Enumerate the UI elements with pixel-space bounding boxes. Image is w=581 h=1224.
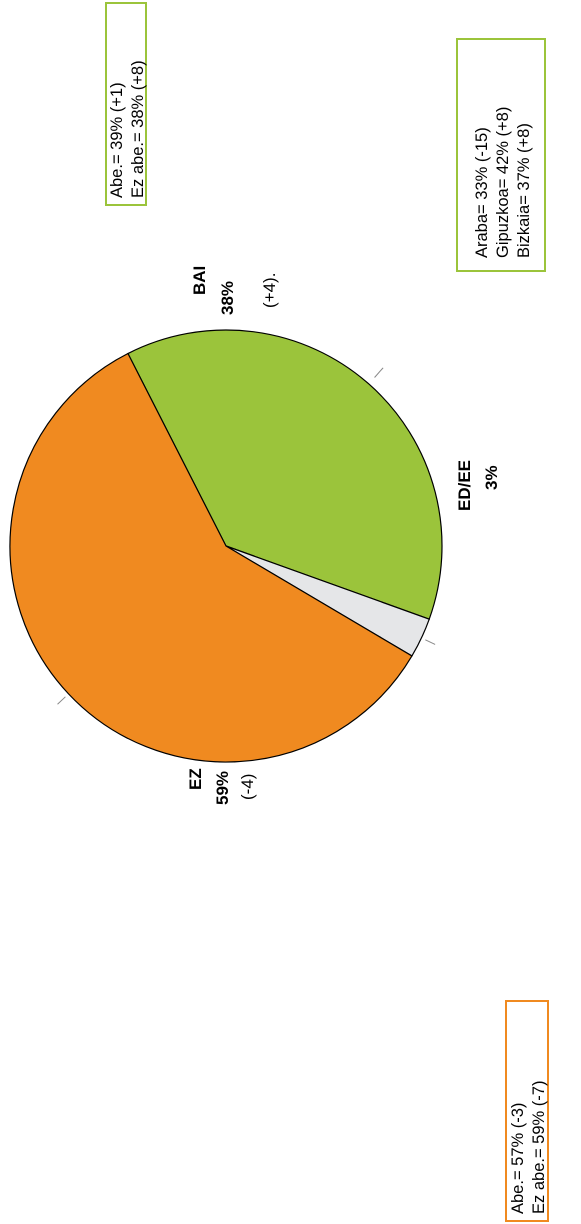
ez-percent: 59%: [213, 770, 232, 805]
bai-percent: 38%: [218, 280, 237, 315]
territory-box-line-2: Gipuzkoa= 42% (+8): [493, 106, 512, 258]
bai-box-line-1: Abe.= 39% (+1): [108, 82, 126, 198]
ez-label: EZ: [186, 768, 205, 790]
ed-ee-label: ED/EE: [455, 459, 474, 511]
pie-slice-bai-leader-line: [374, 367, 384, 378]
ed-ee-percent: 3%: [482, 465, 501, 490]
bai-breakdown-box: Abe.= 39% (+1) Ez abe.= 38% (+8): [105, 2, 147, 206]
territory-box-line-1: Araba= 33% (-15): [472, 127, 491, 258]
pie-slice-ez: [9, 352, 413, 763]
pie-slice-ed-ee-leader-line: [425, 639, 436, 645]
ez-box-line-1: Abe.= 57% (-3): [509, 1102, 527, 1214]
bai-box-line-2: Ez abe.= 38% (+8): [129, 60, 147, 198]
bai-change: (+4).: [260, 272, 279, 308]
pie-slice-bai: [127, 329, 443, 620]
ez-breakdown-box: Abe.= 57% (-3) Ez abe.= 59% (-7): [505, 1000, 549, 1222]
pie-slice-ez-leader-line: [57, 696, 66, 705]
bai-label: BAI: [190, 265, 209, 295]
territory-breakdown-box: Araba= 33% (-15) Gipuzkoa= 42% (+8) Bizk…: [456, 38, 546, 272]
territory-box-line-3: Bizkaia= 37% (+8): [514, 123, 533, 258]
ez-box-line-2: Ez abe.= 59% (-7): [530, 1080, 548, 1214]
ez-change: (-4): [238, 773, 257, 800]
